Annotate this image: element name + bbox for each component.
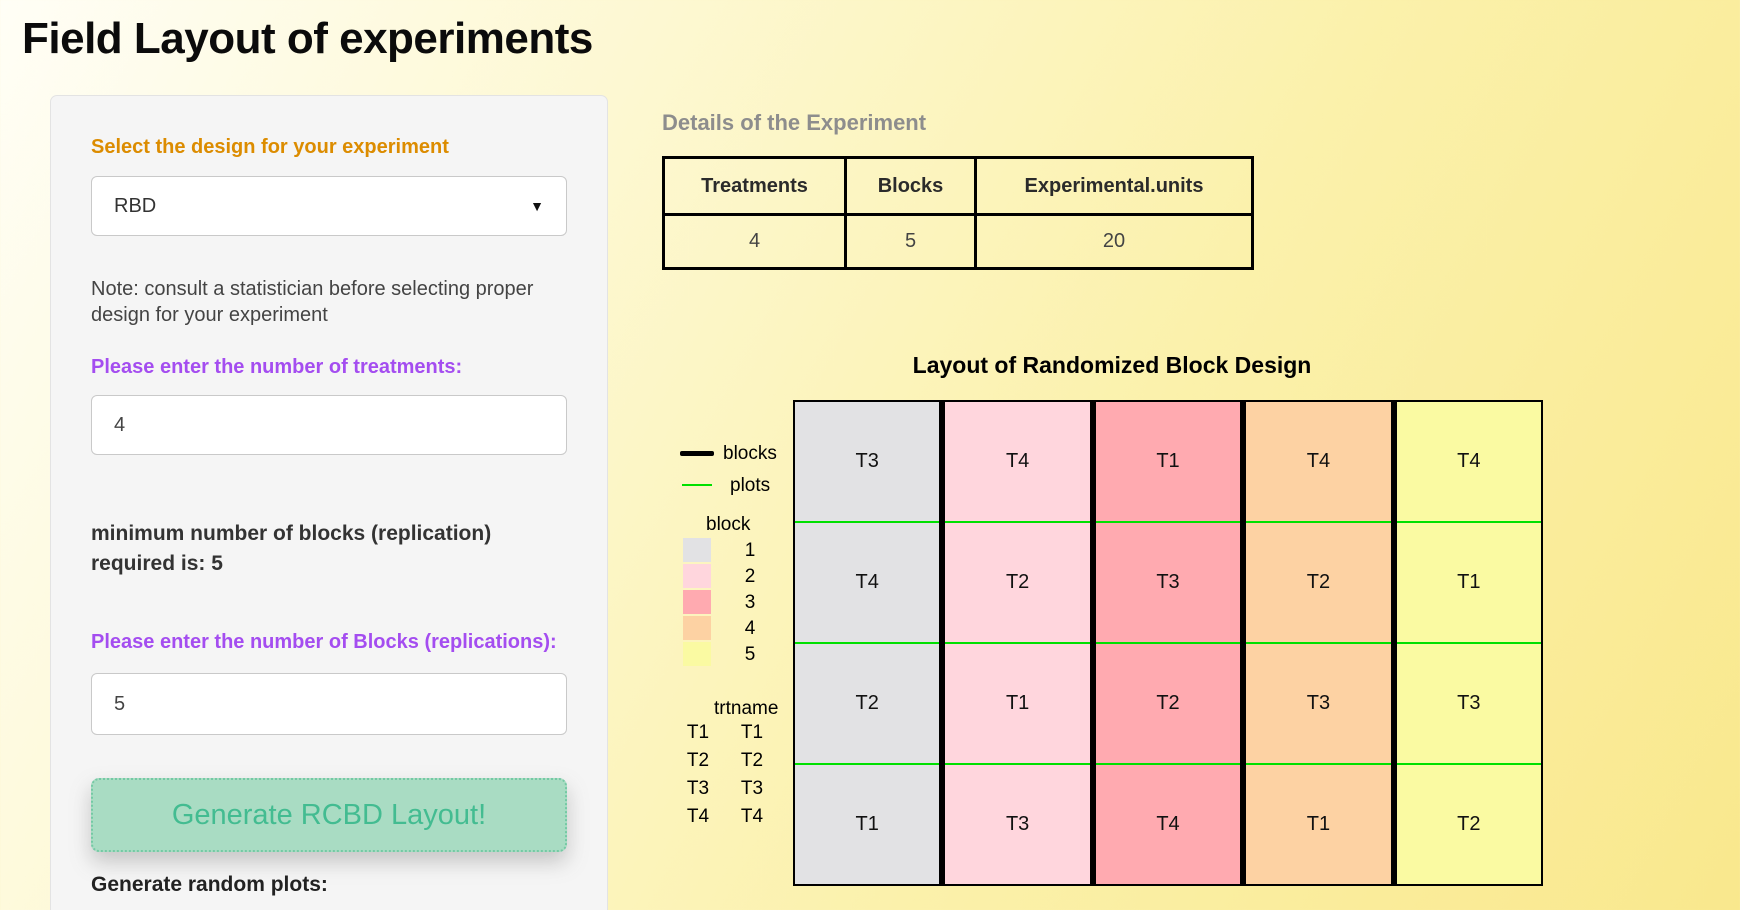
rcbd-layout-grid: T3 T4 T2 T1 T4 T2 T1 T3 T1 T3 T2 T4 T4 T… bbox=[793, 400, 1543, 886]
block-column-1: T3 T4 T2 T1 bbox=[795, 402, 940, 884]
plot-cell: T3 bbox=[945, 763, 1090, 884]
treatments-input[interactable] bbox=[91, 395, 567, 455]
details-value: 20 bbox=[974, 213, 1254, 270]
plot-cell: T3 bbox=[1246, 642, 1391, 763]
trt-legend-title: trtname bbox=[714, 698, 779, 719]
block-legend-number: 3 bbox=[744, 592, 756, 613]
plot-cell: T2 bbox=[1246, 521, 1391, 642]
random-plots-label: Generate random plots: bbox=[91, 873, 328, 896]
trt-key: T1 bbox=[686, 722, 710, 743]
trt-name: T3 bbox=[740, 778, 764, 799]
plots-line-sample bbox=[682, 484, 712, 486]
plot-cell: T3 bbox=[1095, 521, 1241, 642]
treatment-label: T2 bbox=[1156, 692, 1180, 714]
trt-key: T2 bbox=[686, 750, 710, 771]
block-color-swatch bbox=[683, 642, 711, 666]
plot-cell: T4 bbox=[945, 402, 1089, 521]
block-legend-number: 5 bbox=[744, 644, 756, 665]
plot-cell: T4 bbox=[795, 521, 940, 642]
plot-cell: T2 bbox=[945, 521, 1090, 642]
legend-plots-label: plots bbox=[730, 475, 771, 496]
design-select-value: RBD bbox=[114, 195, 157, 217]
treatment-label: T4 bbox=[1457, 450, 1481, 472]
block-color-swatch bbox=[683, 616, 711, 640]
trt-legend-row: T3 T3 bbox=[682, 778, 768, 800]
plot-cell: T2 bbox=[1095, 642, 1241, 763]
legend-blocks-label: blocks bbox=[723, 443, 777, 464]
trt-legend-row: T4 T4 bbox=[682, 806, 768, 828]
trt-key: T3 bbox=[686, 778, 710, 799]
treatment-label: T3 bbox=[855, 450, 879, 472]
trt-name: T1 bbox=[740, 722, 764, 743]
design-note: Note: consult a statistician before sele… bbox=[91, 278, 534, 326]
plot-cell: T1 bbox=[945, 642, 1090, 763]
treatment-label: T2 bbox=[1457, 813, 1481, 835]
blocks-line-sample bbox=[680, 451, 714, 456]
treatment-label: T4 bbox=[1156, 813, 1180, 835]
treatment-label: T1 bbox=[855, 813, 879, 835]
treatments-label: Please enter the number of treatments: bbox=[91, 356, 463, 378]
plot-cell: T1 bbox=[1096, 402, 1240, 521]
block-legend-title: block bbox=[706, 514, 751, 535]
plot-title: Layout of Randomized Block Design bbox=[912, 352, 1312, 378]
block-column-3: T1 T3 T2 T4 bbox=[1089, 402, 1241, 884]
plot-cell: T4 bbox=[1397, 402, 1541, 521]
plot-cell: T2 bbox=[795, 642, 940, 763]
details-value: 4 bbox=[662, 213, 847, 270]
trt-key: T4 bbox=[686, 806, 710, 827]
plot-cell: T1 bbox=[1396, 521, 1542, 642]
min-blocks-text: minimum number of blocks (replication) r… bbox=[91, 522, 492, 575]
plot-cell: T1 bbox=[1246, 763, 1391, 884]
trt-name: T2 bbox=[740, 750, 764, 771]
block-legend-number: 1 bbox=[744, 540, 756, 561]
treatment-label: T2 bbox=[1005, 571, 1030, 593]
block-color-swatch bbox=[683, 590, 711, 614]
blocks-label: Please enter the number of Blocks (repli… bbox=[91, 631, 557, 653]
block-column-2: T4 T2 T1 T3 bbox=[939, 402, 1090, 884]
details-col-header: Experimental.units bbox=[974, 156, 1254, 216]
details-col-header: Blocks bbox=[844, 156, 977, 216]
block-color-swatch bbox=[683, 564, 711, 588]
details-value: 5 bbox=[844, 213, 977, 270]
plot-cell: T3 bbox=[795, 402, 939, 521]
details-heading: Details of the Experiment bbox=[662, 110, 927, 135]
treatment-label: T1 bbox=[1457, 571, 1481, 593]
sidebar-panel: Select the design for your experiment RB… bbox=[50, 95, 608, 910]
plot-cell: T2 bbox=[1396, 763, 1542, 884]
plot-cell: T3 bbox=[1396, 642, 1542, 763]
treatment-label: T4 bbox=[855, 571, 879, 593]
plot-cell: T4 bbox=[1095, 763, 1241, 884]
design-select-label: Select the design for your experiment bbox=[91, 136, 449, 158]
treatment-label: T2 bbox=[1306, 571, 1331, 593]
treatment-label: T4 bbox=[1306, 450, 1331, 472]
block-column-4: T4 T2 T3 T1 bbox=[1240, 402, 1391, 884]
treatment-label: T4 bbox=[1005, 450, 1030, 472]
trt-legend-row: T2 T2 bbox=[682, 750, 768, 772]
treatment-label: T3 bbox=[1005, 813, 1030, 835]
block-color-swatch bbox=[683, 538, 711, 562]
plot-cell: T4 bbox=[1246, 402, 1390, 521]
treatment-label: T3 bbox=[1306, 692, 1331, 714]
block-column-5: T4 T1 T3 T2 bbox=[1390, 402, 1542, 884]
trt-legend-row: T1 T1 bbox=[682, 722, 768, 744]
treatment-label: T1 bbox=[1156, 450, 1180, 472]
chevron-down-icon: ▼ bbox=[530, 198, 544, 214]
treatment-label: T1 bbox=[1005, 692, 1030, 714]
design-select[interactable]: RBD ▼ bbox=[91, 176, 567, 236]
treatment-label: T1 bbox=[1306, 813, 1331, 835]
block-legend-number: 4 bbox=[744, 618, 756, 639]
page-title: Field Layout of experiments bbox=[22, 14, 593, 63]
plot-cell: T1 bbox=[795, 763, 940, 884]
trt-name: T4 bbox=[740, 806, 764, 827]
generate-layout-button[interactable]: Generate RCBD Layout! bbox=[91, 778, 567, 852]
treatment-label: T2 bbox=[855, 692, 879, 714]
details-col-header: Treatments bbox=[662, 156, 847, 216]
treatment-label: T3 bbox=[1457, 692, 1481, 714]
treatment-label: T3 bbox=[1156, 571, 1180, 593]
details-table: Treatments Blocks Experimental.units 4 5… bbox=[662, 156, 1254, 270]
block-legend-number: 2 bbox=[744, 566, 756, 587]
blocks-input[interactable] bbox=[91, 673, 567, 735]
